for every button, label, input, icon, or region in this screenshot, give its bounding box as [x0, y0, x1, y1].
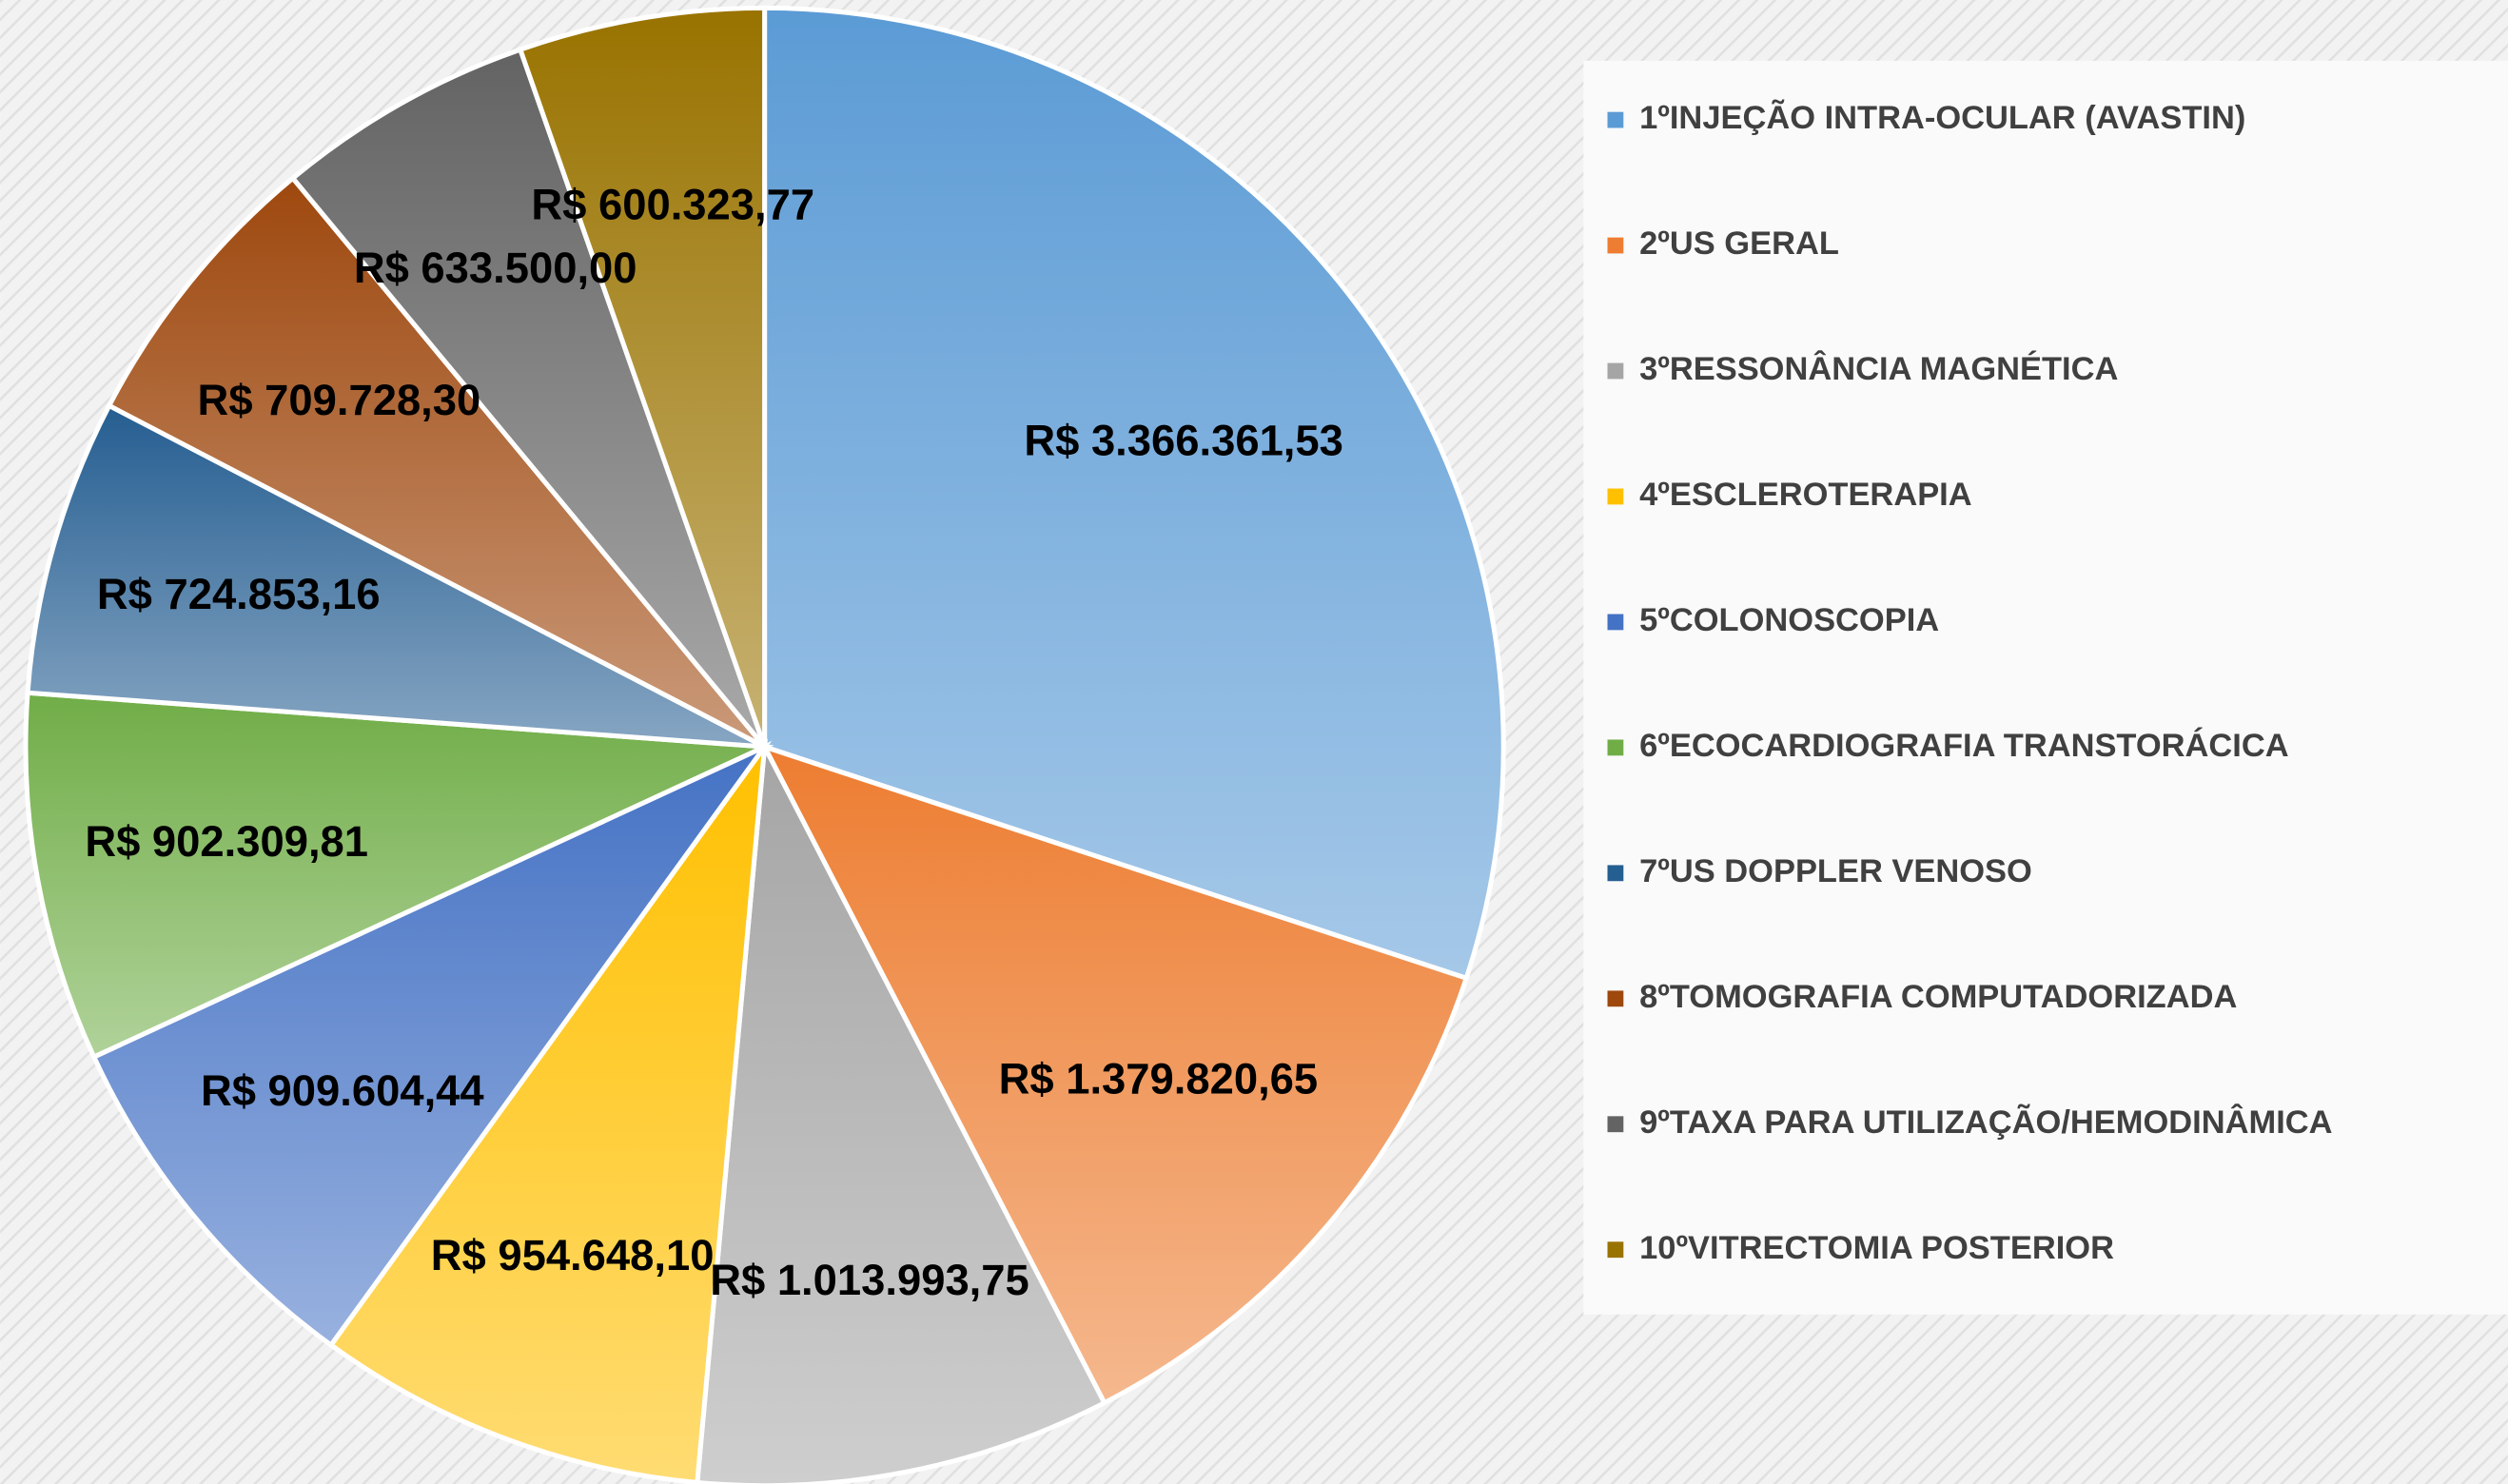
pie-slice: [23, 690, 774, 1061]
legend-label: 10ºVITRECTOMIA POSTERIOR: [1639, 1230, 2114, 1266]
pie-slice: [90, 740, 773, 1349]
legend-label: 6ºECOCARDIOGRAFIA TRANSTORÁCICA: [1639, 726, 2289, 764]
data-label: R$ 633.500,00: [354, 244, 637, 292]
legend-box: [1583, 60, 2508, 1315]
legend-label: 8ºTOMOGRAFIA COMPUTADORIZADA: [1639, 979, 2237, 1015]
legend-label: 3ºRESSONÂNCIA MAGNÉTICA: [1639, 349, 2118, 387]
data-label: R$ 724.853,16: [97, 570, 381, 618]
data-label: R$ 3.366.361,53: [1024, 416, 1343, 464]
pie-slice: [759, 742, 1470, 1407]
legend-swatch: [1607, 739, 1624, 756]
data-label: R$ 600.323,77: [531, 180, 814, 228]
data-label: R$ 1.013.993,75: [710, 1256, 1029, 1304]
pie-slice: [517, 5, 768, 748]
legend-label: 7ºUS DOPPLER VENOSO: [1639, 853, 2032, 889]
legend-swatch: [1607, 362, 1624, 380]
pie-slice: [327, 738, 768, 1484]
legend-swatch: [1607, 990, 1624, 1007]
data-label: R$ 902.309,81: [85, 817, 368, 866]
data-label: R$ 709.728,30: [198, 376, 481, 424]
legend-swatch: [1607, 1241, 1624, 1259]
pie-slice: [106, 174, 767, 750]
pie-slice: [762, 5, 1506, 982]
legend-label: 2ºUS GERAL: [1639, 225, 1839, 262]
data-label: R$ 909.604,44: [201, 1066, 484, 1115]
pie-slice: [289, 46, 767, 749]
pie-slice: [695, 738, 1108, 1484]
legend-label: 1ºINJEÇÃO INTRA-OCULAR (AVASTIN): [1639, 99, 2245, 136]
legend-swatch: [1607, 1116, 1624, 1133]
legend-label: 5ºCOLONOSCOPIA: [1639, 602, 1939, 638]
data-label: R$ 954.648,10: [431, 1231, 715, 1279]
legend-swatch: [1607, 111, 1624, 128]
data-label: R$ 1.379.820,65: [999, 1055, 1319, 1103]
legend-label: 9ºTAXA PARA UTILIZAÇÃO/HEMODINÂMICA: [1639, 1103, 2332, 1141]
legend-swatch: [1607, 237, 1624, 254]
pie-slice: [25, 402, 766, 750]
legend-label: 4ºESCLEROTERAPIA: [1639, 477, 1972, 513]
legend-swatch: [1607, 614, 1624, 631]
legend-swatch: [1607, 488, 1624, 505]
legend-swatch: [1607, 865, 1624, 882]
